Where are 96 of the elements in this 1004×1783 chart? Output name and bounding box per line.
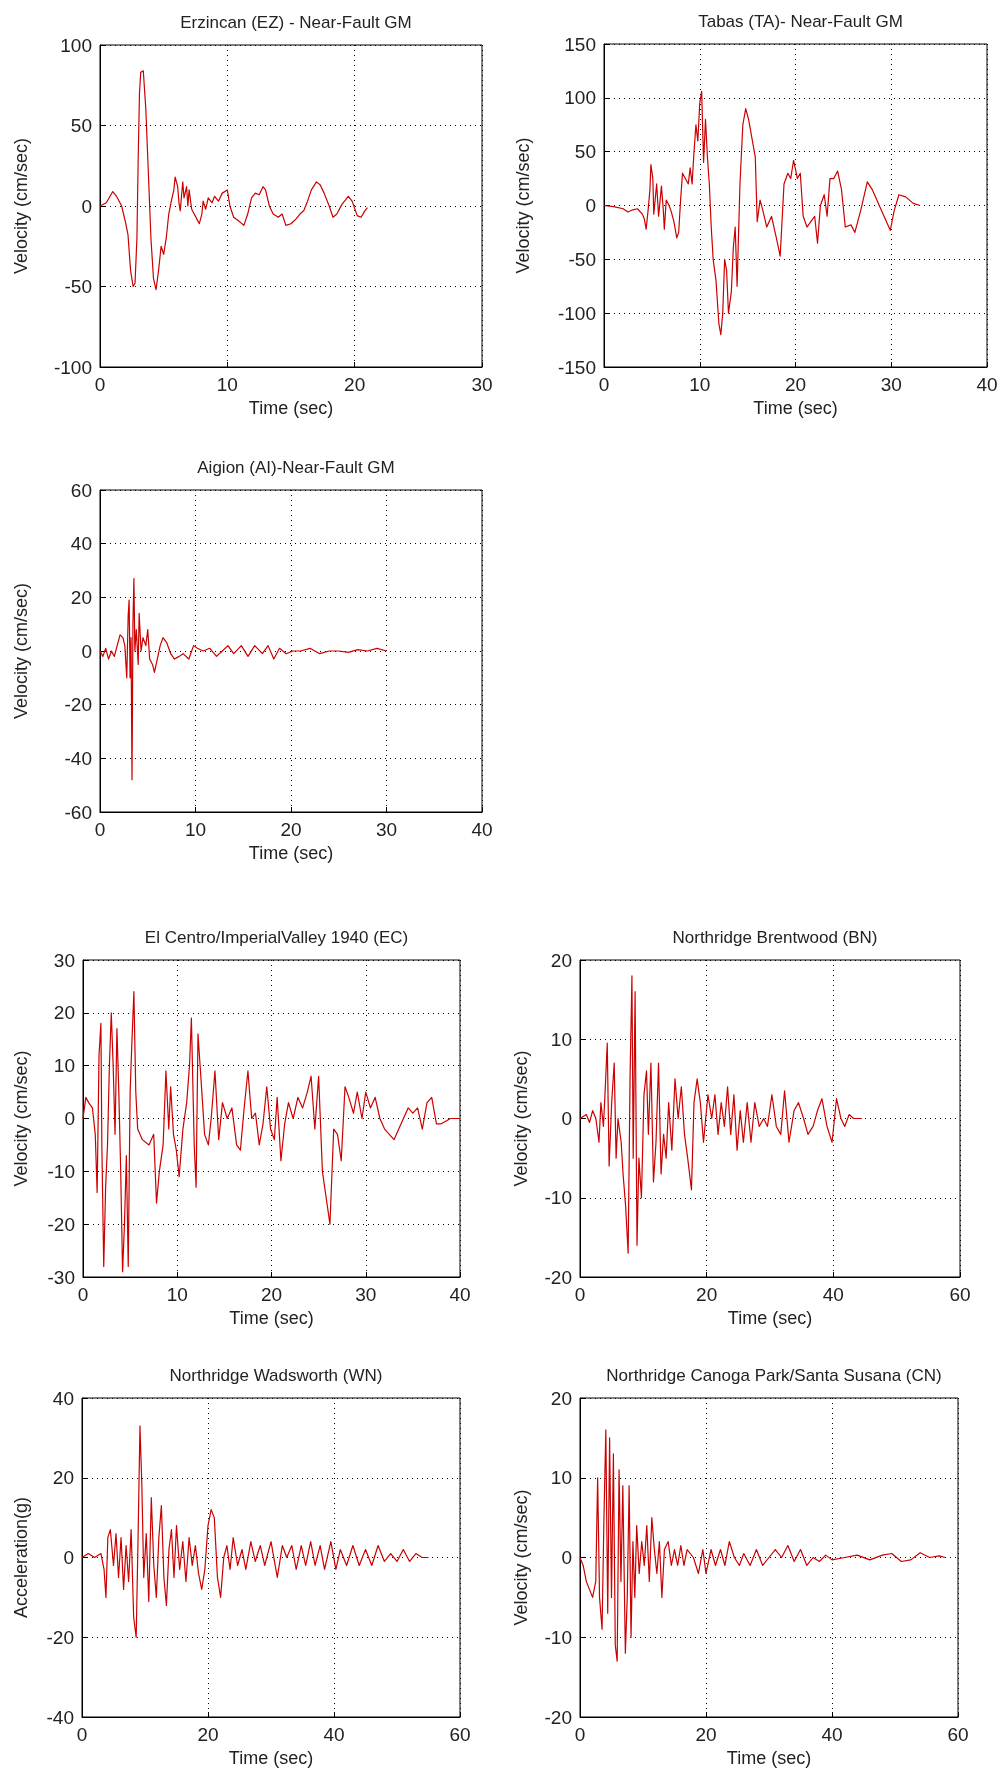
line-series — [603, 90, 921, 336]
x-tick-label: 0 — [598, 374, 610, 395]
x-axis-title: Time (sec) — [726, 1748, 812, 1768]
y-tick-label: 0 — [81, 195, 92, 217]
x-tick-label: 20 — [280, 819, 302, 840]
chart-title: El Centro/ImperialValley 1940 (EC) — [144, 928, 409, 947]
y-tick-label: -150 — [557, 356, 596, 378]
y-tick-label: -60 — [64, 801, 92, 823]
line-series — [579, 1429, 946, 1662]
chart-title: Tabas (TA)- Near-Fault GM — [698, 12, 903, 31]
x-axis-title: Time (sec) — [228, 1748, 314, 1768]
x-tick-label: 0 — [94, 374, 106, 395]
y-tick-label: -10 — [544, 1626, 572, 1648]
chart-title: Northridge Canoga Park/Santa Susana (CN) — [606, 1366, 942, 1385]
x-tick-label: 20 — [696, 1284, 718, 1305]
y-axis-title: Velocity (cm/sec) — [11, 1050, 31, 1187]
y-tick-label: -100 — [557, 302, 596, 324]
x-tick-label: 30 — [375, 819, 398, 840]
y-tick-label: 40 — [70, 533, 92, 555]
y-tick-label: 150 — [564, 33, 596, 55]
y-tick-label: 100 — [60, 34, 92, 56]
y-tick-label: -100 — [53, 356, 92, 378]
y-tick-label: -20 — [544, 1266, 572, 1288]
x-tick-label: 30 — [880, 374, 902, 395]
y-tick-label: 0 — [64, 1108, 75, 1129]
y-tick-label: 30 — [53, 949, 75, 971]
y-axis-title: Velocity (cm/sec) — [511, 1489, 531, 1626]
x-tick-label: 20 — [260, 1284, 283, 1305]
y-tick-label: 0 — [81, 640, 92, 662]
x-tick-label: 10 — [216, 374, 238, 395]
x-tick-label: 10 — [689, 374, 711, 395]
y-tick-label: 0 — [561, 1108, 572, 1129]
x-tick-label: 60 — [449, 1724, 471, 1745]
x-tick-label: 10 — [184, 819, 207, 840]
y-tick-label: 10 — [550, 1028, 572, 1050]
y-tick-label: -40 — [46, 1706, 74, 1728]
line-series — [82, 991, 461, 1273]
y-tick-label: 50 — [70, 115, 92, 136]
x-axis-title: Time (sec) — [248, 843, 334, 863]
x-tick-label: 0 — [94, 819, 106, 840]
x-tick-label: 20 — [197, 1724, 219, 1745]
y-tick-label: -50 — [64, 276, 92, 297]
y-tick-label: -10 — [47, 1160, 75, 1182]
x-axis-title: Time (sec) — [248, 398, 334, 418]
x-tick-label: 40 — [323, 1724, 345, 1745]
x-tick-label: 20 — [784, 374, 807, 395]
y-tick-label: 20 — [70, 586, 92, 608]
y-axis-title: Velocity (cm/sec) — [11, 137, 31, 275]
x-tick-label: 40 — [821, 1724, 843, 1745]
y-tick-label: 10 — [53, 1055, 75, 1077]
line-series — [99, 70, 368, 291]
x-axis-title: Time (sec) — [229, 1308, 314, 1328]
x-tick-label: 40 — [822, 1284, 844, 1305]
y-tick-label: 0 — [585, 195, 596, 216]
line-series — [81, 1425, 430, 1638]
x-tick-label: 30 — [471, 374, 493, 395]
y-tick-label: 0 — [63, 1547, 74, 1568]
y-tick-label: -20 — [47, 1213, 75, 1235]
y-axis-title: Acceleration(g) — [11, 1496, 31, 1619]
y-tick-label: 50 — [574, 141, 596, 163]
y-tick-label: -50 — [568, 248, 596, 270]
y-tick-label: -20 — [46, 1626, 74, 1648]
y-tick-label: 20 — [53, 1002, 75, 1024]
y-tick-label: -40 — [64, 747, 92, 769]
y-tick-label: -30 — [47, 1266, 75, 1288]
x-tick-label: 30 — [355, 1284, 377, 1305]
y-tick-label: 20 — [550, 949, 572, 971]
chart-title: Northridge Brentwood (BN) — [672, 928, 878, 947]
chart-title: Northridge Wadsworth (WN) — [169, 1366, 383, 1385]
y-tick-label: 10 — [550, 1467, 572, 1489]
chart-title: Aigion (AI)-Near-Fault GM — [197, 458, 395, 477]
y-tick-label: 40 — [52, 1387, 74, 1409]
chart-title: Erzincan (EZ) - Near-Fault GM — [180, 13, 412, 32]
x-axis-title: Time (sec) — [727, 1308, 813, 1328]
x-axis-title: Time (sec) — [753, 398, 838, 418]
x-tick-label: 40 — [449, 1284, 471, 1305]
y-tick-label: 20 — [52, 1467, 74, 1489]
y-axis-title: Velocity (cm/sec) — [11, 582, 31, 720]
y-tick-label: 0 — [561, 1547, 572, 1568]
y-axis-title: Velocity (cm/sec) — [511, 1050, 531, 1187]
x-tick-label: 20 — [695, 1724, 717, 1745]
line-series — [579, 975, 863, 1254]
y-tick-label: -20 — [64, 694, 92, 716]
line-series — [99, 577, 388, 781]
x-tick-label: 20 — [344, 374, 366, 395]
y-tick-label: 60 — [70, 479, 92, 501]
x-tick-label: 10 — [166, 1284, 188, 1305]
x-tick-label: 40 — [471, 819, 493, 840]
x-tick-label: 60 — [949, 1284, 971, 1305]
x-tick-label: 40 — [976, 374, 998, 395]
y-axis-title: Velocity (cm/sec) — [513, 137, 533, 274]
y-tick-label: 100 — [564, 87, 596, 109]
y-tick-label: -10 — [544, 1187, 572, 1209]
y-tick-label: -20 — [544, 1706, 572, 1728]
x-tick-label: 60 — [947, 1724, 969, 1745]
y-tick-label: 20 — [550, 1387, 572, 1409]
